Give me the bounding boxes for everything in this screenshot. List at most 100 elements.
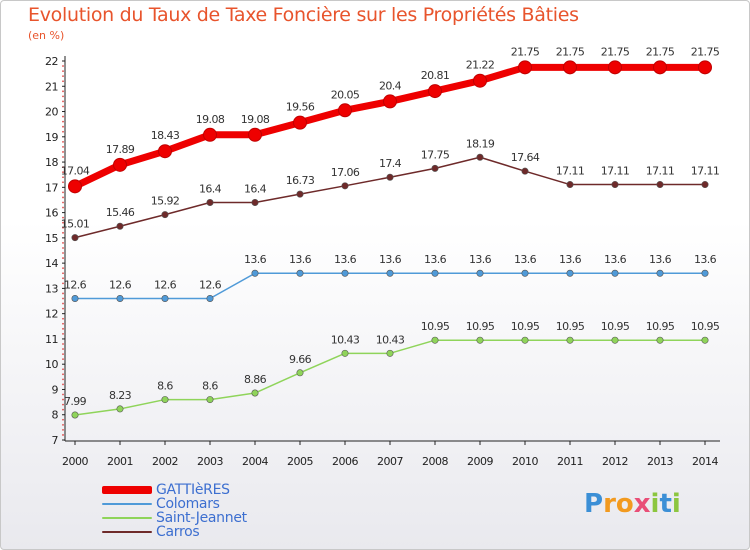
data-point xyxy=(386,349,394,357)
x-tick-label: 2010 xyxy=(512,455,538,468)
y-minor-tick xyxy=(62,418,64,421)
y-minor-tick xyxy=(62,151,64,153)
data-label: 17.75 xyxy=(421,148,450,161)
y-minor-tick xyxy=(62,292,64,295)
y-tick-label: 17 xyxy=(45,181,58,194)
data-label: 16.73 xyxy=(286,174,315,187)
y-minor-tick xyxy=(62,434,64,436)
data-point xyxy=(431,164,439,172)
y-minor-tick xyxy=(62,393,64,396)
data-point xyxy=(521,336,529,344)
y-minor-tick xyxy=(62,403,64,406)
y-minor-tick xyxy=(62,358,64,361)
data-label: 17.11 xyxy=(601,165,630,178)
data-label: 19.08 xyxy=(241,113,270,126)
y-minor-tick xyxy=(62,80,64,83)
y-minor-tick xyxy=(62,231,64,234)
y-minor-tick xyxy=(62,221,64,224)
data-label: 19.08 xyxy=(196,113,225,126)
y-minor-tick xyxy=(62,257,64,259)
y-tick-label: 10 xyxy=(45,358,58,371)
data-point xyxy=(473,73,487,88)
data-point xyxy=(518,60,532,75)
y-minor-tick xyxy=(62,75,64,78)
data-point xyxy=(431,336,439,344)
data-point xyxy=(521,269,529,277)
logo-letter: o xyxy=(615,489,634,519)
logo-letter: t xyxy=(659,489,672,519)
data-point xyxy=(341,182,349,190)
y-minor-tick xyxy=(62,368,64,371)
y-minor-tick xyxy=(62,216,64,219)
chart-title: Evolution du Taux de Taxe Foncière sur l… xyxy=(28,4,579,26)
data-point xyxy=(206,396,214,404)
y-minor-tick xyxy=(62,115,64,118)
data-point xyxy=(71,411,79,419)
legend-label-gattieres: GATTIèRES xyxy=(156,482,230,498)
data-point xyxy=(71,234,79,242)
legend-item-gattieres: GATTIèRES xyxy=(102,483,247,497)
data-point xyxy=(386,173,394,181)
data-point xyxy=(116,295,124,303)
y-minor-tick xyxy=(62,332,64,335)
data-label: 13.6 xyxy=(604,253,627,266)
y-minor-tick xyxy=(62,398,64,401)
legend-item-saint-jeannet: Saint-Jeannet xyxy=(102,511,247,525)
data-label: 8.6 xyxy=(157,380,173,393)
data-point xyxy=(71,295,79,303)
x-tick-label: 2009 xyxy=(467,455,493,468)
data-label: 10.95 xyxy=(466,320,495,333)
data-label: 9.66 xyxy=(289,353,312,366)
y-minor-tick xyxy=(62,302,64,305)
y-tick-label: 11 xyxy=(45,333,58,346)
data-point xyxy=(653,60,667,75)
axes: 7 8 9 10 11 12 13 14 15 16 17 18 19 20 21 22 2000 2001 200… xyxy=(45,55,720,468)
data-label: 13.6 xyxy=(289,253,312,266)
data-label: 13.6 xyxy=(469,253,492,266)
data-point xyxy=(203,127,217,142)
data-label: 21.22 xyxy=(466,59,495,72)
y-minor-tick xyxy=(62,267,64,270)
y-minor-tick xyxy=(62,105,64,108)
y-minor-tick xyxy=(62,196,64,199)
data-label: 16.4 xyxy=(244,182,267,195)
data-label: 20.4 xyxy=(379,79,402,92)
x-tick-label: 2014 xyxy=(692,455,718,468)
y-minor-tick xyxy=(62,327,64,330)
data-point xyxy=(296,369,304,377)
logo-letter: i xyxy=(671,489,681,519)
data-label: 17.64 xyxy=(511,151,540,164)
data-point xyxy=(476,153,484,161)
data-point xyxy=(206,295,214,303)
data-label: 20.81 xyxy=(421,69,450,82)
data-label: 21.75 xyxy=(691,45,720,58)
x-tick-label: 2004 xyxy=(242,455,268,468)
data-point xyxy=(161,396,169,404)
x-tick-label: 2002 xyxy=(152,455,178,468)
y-minor-tick xyxy=(62,423,64,426)
data-point xyxy=(476,269,484,277)
data-label: 17.11 xyxy=(556,165,585,178)
y-tick-label: 14 xyxy=(45,257,58,270)
x-tick-label: 2011 xyxy=(557,455,583,468)
x-tick-label: 2012 xyxy=(602,455,628,468)
data-label: 17.06 xyxy=(331,166,360,179)
y-minor-tick xyxy=(62,125,64,128)
logo-letter: P xyxy=(584,489,604,519)
chart-subtitle: (en %) xyxy=(28,29,65,42)
y-minor-tick xyxy=(62,343,64,345)
y-minor-tick xyxy=(62,226,64,229)
data-point xyxy=(248,127,262,142)
legend-label-colomars: Colomars xyxy=(156,496,220,512)
y-minor-tick xyxy=(62,297,64,300)
data-label: 10.43 xyxy=(376,333,405,346)
data-point xyxy=(611,336,619,344)
y-minor-tick xyxy=(62,383,64,386)
y-minor-tick xyxy=(62,65,64,67)
data-label: 10.95 xyxy=(511,320,540,333)
data-label: 18.43 xyxy=(151,129,180,142)
data-label: 13.6 xyxy=(514,253,537,266)
y-minor-tick xyxy=(62,242,64,244)
data-label: 21.75 xyxy=(511,45,540,58)
